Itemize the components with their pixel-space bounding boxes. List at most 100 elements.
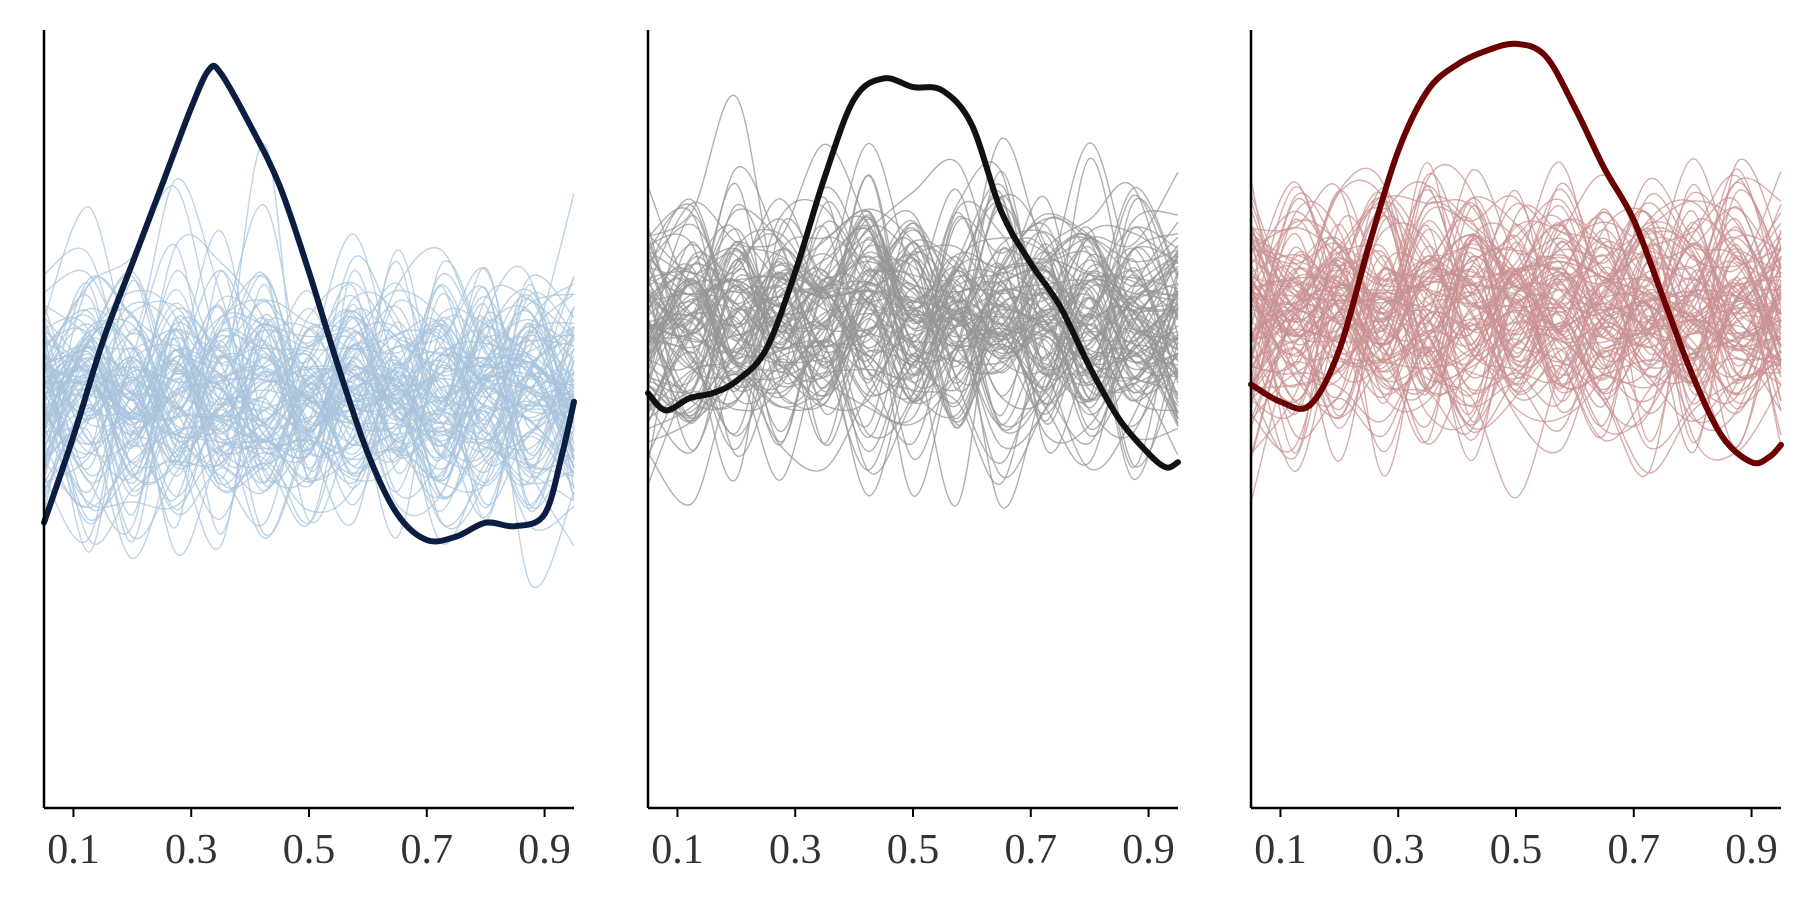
background-curve xyxy=(647,307,1179,422)
highlight-series-line xyxy=(41,62,577,545)
background-curve xyxy=(647,257,1179,392)
background-curve xyxy=(647,233,1179,401)
chart-panel-2: 0.1 0.3 0.5 0.7 0.9 xyxy=(645,30,1181,873)
background-curve xyxy=(43,275,575,457)
background-curve xyxy=(1250,261,1782,477)
background-curves xyxy=(43,143,575,588)
x-tick-label: 0.5 xyxy=(283,827,336,873)
background-curve xyxy=(43,309,575,517)
background-curve xyxy=(43,305,575,543)
x-tick-label: 0.9 xyxy=(1725,827,1778,873)
x-tick-label: 0.7 xyxy=(401,827,454,873)
x-tick-label: 0.7 xyxy=(1608,827,1661,873)
background-curve xyxy=(1250,250,1782,499)
background-curve xyxy=(1250,206,1782,380)
background-curve xyxy=(1250,228,1782,462)
x-tick-label: 0.1 xyxy=(651,827,704,873)
background-curves xyxy=(647,94,1179,509)
background-curve xyxy=(647,259,1179,441)
background-curve xyxy=(647,213,1179,390)
background-curve xyxy=(647,253,1179,424)
x-tick-label: 0.9 xyxy=(1122,827,1175,873)
background-curve xyxy=(43,294,575,535)
background-curve xyxy=(1250,205,1782,401)
background-curve xyxy=(1250,190,1782,323)
x-tick-label: 0.5 xyxy=(887,827,940,873)
x-tick-label: 0.1 xyxy=(1254,827,1307,873)
background-curve xyxy=(43,178,575,426)
background-curve xyxy=(647,314,1179,444)
background-curve xyxy=(1250,199,1782,340)
background-curve xyxy=(43,271,575,455)
background-curve xyxy=(647,235,1179,497)
background-curve xyxy=(43,315,575,588)
background-curve xyxy=(647,246,1179,507)
x-tick-label: 0.9 xyxy=(518,827,571,873)
background-curve xyxy=(647,198,1179,376)
background-curve xyxy=(647,194,1179,401)
background-curve xyxy=(647,290,1179,446)
background-curve xyxy=(1250,174,1782,313)
background-curve xyxy=(647,290,1179,426)
background-curve xyxy=(647,175,1179,404)
x-tick-label: 0.7 xyxy=(1005,827,1058,873)
background-curve xyxy=(647,142,1179,349)
background-curve xyxy=(43,260,575,473)
background-curve xyxy=(43,334,575,509)
background-curve xyxy=(43,273,575,442)
background-curve xyxy=(1250,237,1782,428)
background-curve xyxy=(647,297,1179,472)
background-curve xyxy=(43,316,575,512)
background-curve xyxy=(1250,227,1782,400)
x-tick-label: 0.3 xyxy=(769,827,822,873)
background-curve xyxy=(1250,217,1782,430)
background-curve xyxy=(1250,255,1782,401)
background-curve xyxy=(43,347,575,491)
chart-panel-1: 0.1 0.3 0.5 0.7 0.9 xyxy=(41,30,577,873)
background-curve xyxy=(43,314,575,516)
x-tick-label: 0.3 xyxy=(165,827,218,873)
background-curve xyxy=(1250,233,1782,477)
background-curve xyxy=(647,218,1179,400)
background-curve xyxy=(647,237,1179,429)
highlight-series-line xyxy=(645,75,1181,471)
background-curve xyxy=(647,158,1179,361)
background-curve xyxy=(43,307,575,539)
x-tick-label: 0.1 xyxy=(47,827,100,873)
background-curve xyxy=(43,315,575,543)
background-curve xyxy=(1250,161,1782,396)
background-curve xyxy=(1250,229,1782,444)
background-curve xyxy=(1250,282,1782,474)
background-curve xyxy=(1250,260,1782,503)
background-curve xyxy=(43,260,575,468)
x-tick-label: 0.3 xyxy=(1372,827,1425,873)
background-curve xyxy=(1250,218,1782,435)
background-curve xyxy=(647,227,1179,354)
background-curve xyxy=(647,203,1179,400)
background-curve xyxy=(647,237,1179,426)
background-curve xyxy=(43,311,575,560)
background-curve xyxy=(1250,211,1782,391)
background-curve xyxy=(1250,171,1782,366)
highlight-series-line xyxy=(1248,40,1784,467)
background-curve xyxy=(647,329,1179,445)
background-curve xyxy=(43,364,575,540)
background-curve xyxy=(647,195,1179,367)
background-curve xyxy=(1250,303,1782,460)
background-curve xyxy=(43,372,575,493)
background-curve xyxy=(43,353,575,468)
background-curve xyxy=(1250,229,1782,383)
background-curve xyxy=(1250,239,1782,461)
background-curve xyxy=(647,200,1179,412)
background-curve xyxy=(43,306,575,488)
background-curve xyxy=(43,382,575,527)
background-curve xyxy=(43,396,575,510)
background-curve xyxy=(647,222,1179,434)
background-curve xyxy=(1250,161,1782,361)
background-curve xyxy=(1250,183,1782,395)
chart-panel-3: 0.1 0.3 0.5 0.7 0.9 xyxy=(1248,30,1784,873)
background-curve xyxy=(647,285,1179,460)
background-curves xyxy=(1250,158,1782,503)
background-curve xyxy=(647,236,1179,358)
